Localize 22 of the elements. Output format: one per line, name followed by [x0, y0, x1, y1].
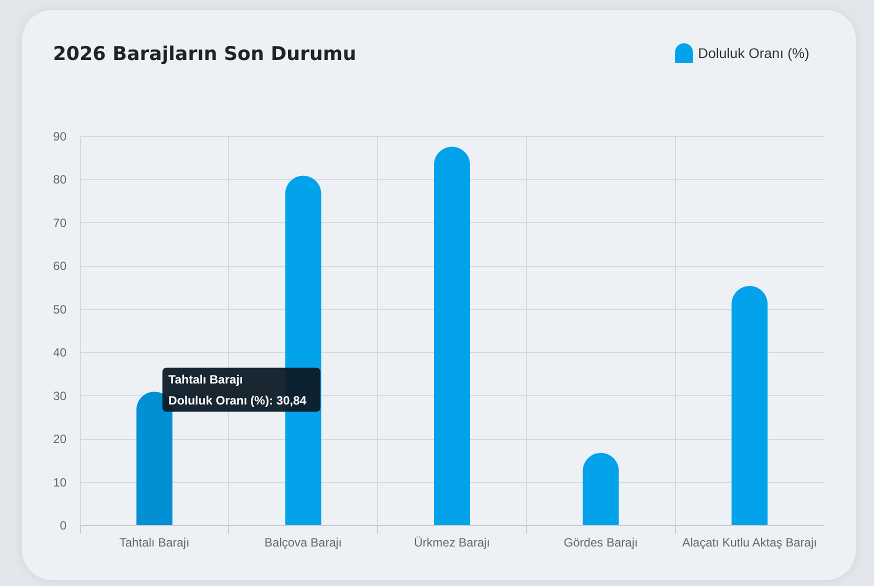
- bar: [434, 146, 470, 525]
- y-tick-label: 20: [53, 432, 67, 446]
- x-tick-label: Alaçatı Kutlu Aktaş Barajı: [682, 536, 817, 550]
- y-tick-label: 10: [53, 475, 67, 490]
- y-tick-label: 80: [53, 172, 67, 187]
- chart-title: 2026 Barajların Son Durumu: [53, 43, 356, 65]
- y-tick-label: 0: [60, 518, 67, 532]
- x-tick-label: Balçova Barajı: [264, 536, 342, 550]
- y-tick-label: 40: [53, 346, 67, 360]
- legend-label: Doluluk Oranı (%): [698, 45, 810, 61]
- y-tick-label: 30: [53, 388, 67, 403]
- y-tick-label: 60: [53, 259, 67, 274]
- x-tick-label: Tahtalı Barajı: [119, 536, 190, 550]
- annotation: Tahtalı Barajı: [168, 372, 243, 387]
- y-tick-label: 90: [53, 130, 67, 144]
- y-tick-label: 70: [53, 216, 67, 230]
- annotation: Doluluk Oranı (%): 30,84: [168, 394, 307, 408]
- bar: [732, 286, 768, 525]
- y-tick-label: 50: [53, 302, 67, 316]
- x-tick-label: Ürkmez Barajı: [414, 536, 490, 550]
- bar: [582, 452, 619, 525]
- x-tick-label: Gördes Barajı: [564, 536, 638, 550]
